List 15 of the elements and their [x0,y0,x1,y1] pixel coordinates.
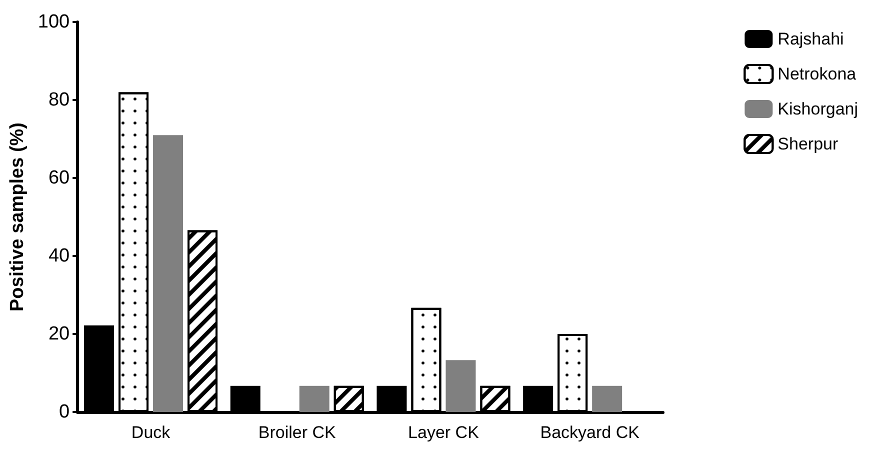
y-tick-label: 40 [48,246,70,266]
x-tick-label: Backyard CK [540,423,640,442]
y-tick-label: 80 [48,90,70,110]
y-tick-label: 60 [48,168,70,188]
legend-label: Netrokona [778,64,857,84]
legend-label: Sherpur [778,134,838,154]
x-tick-label: Layer CK [408,423,480,442]
y-axis-title: Positive samples (%) [7,122,28,312]
y-tick-label: 20 [48,324,70,344]
x-tick-label: Broiler CK [258,423,337,442]
legend-label: Rajshahi [778,30,844,48]
y-tick-label: 100 [38,12,70,32]
x-tick-label: Duck [131,423,171,442]
y-tick-label: 0 [59,402,70,422]
legend-label: Kishorganj [778,100,858,118]
